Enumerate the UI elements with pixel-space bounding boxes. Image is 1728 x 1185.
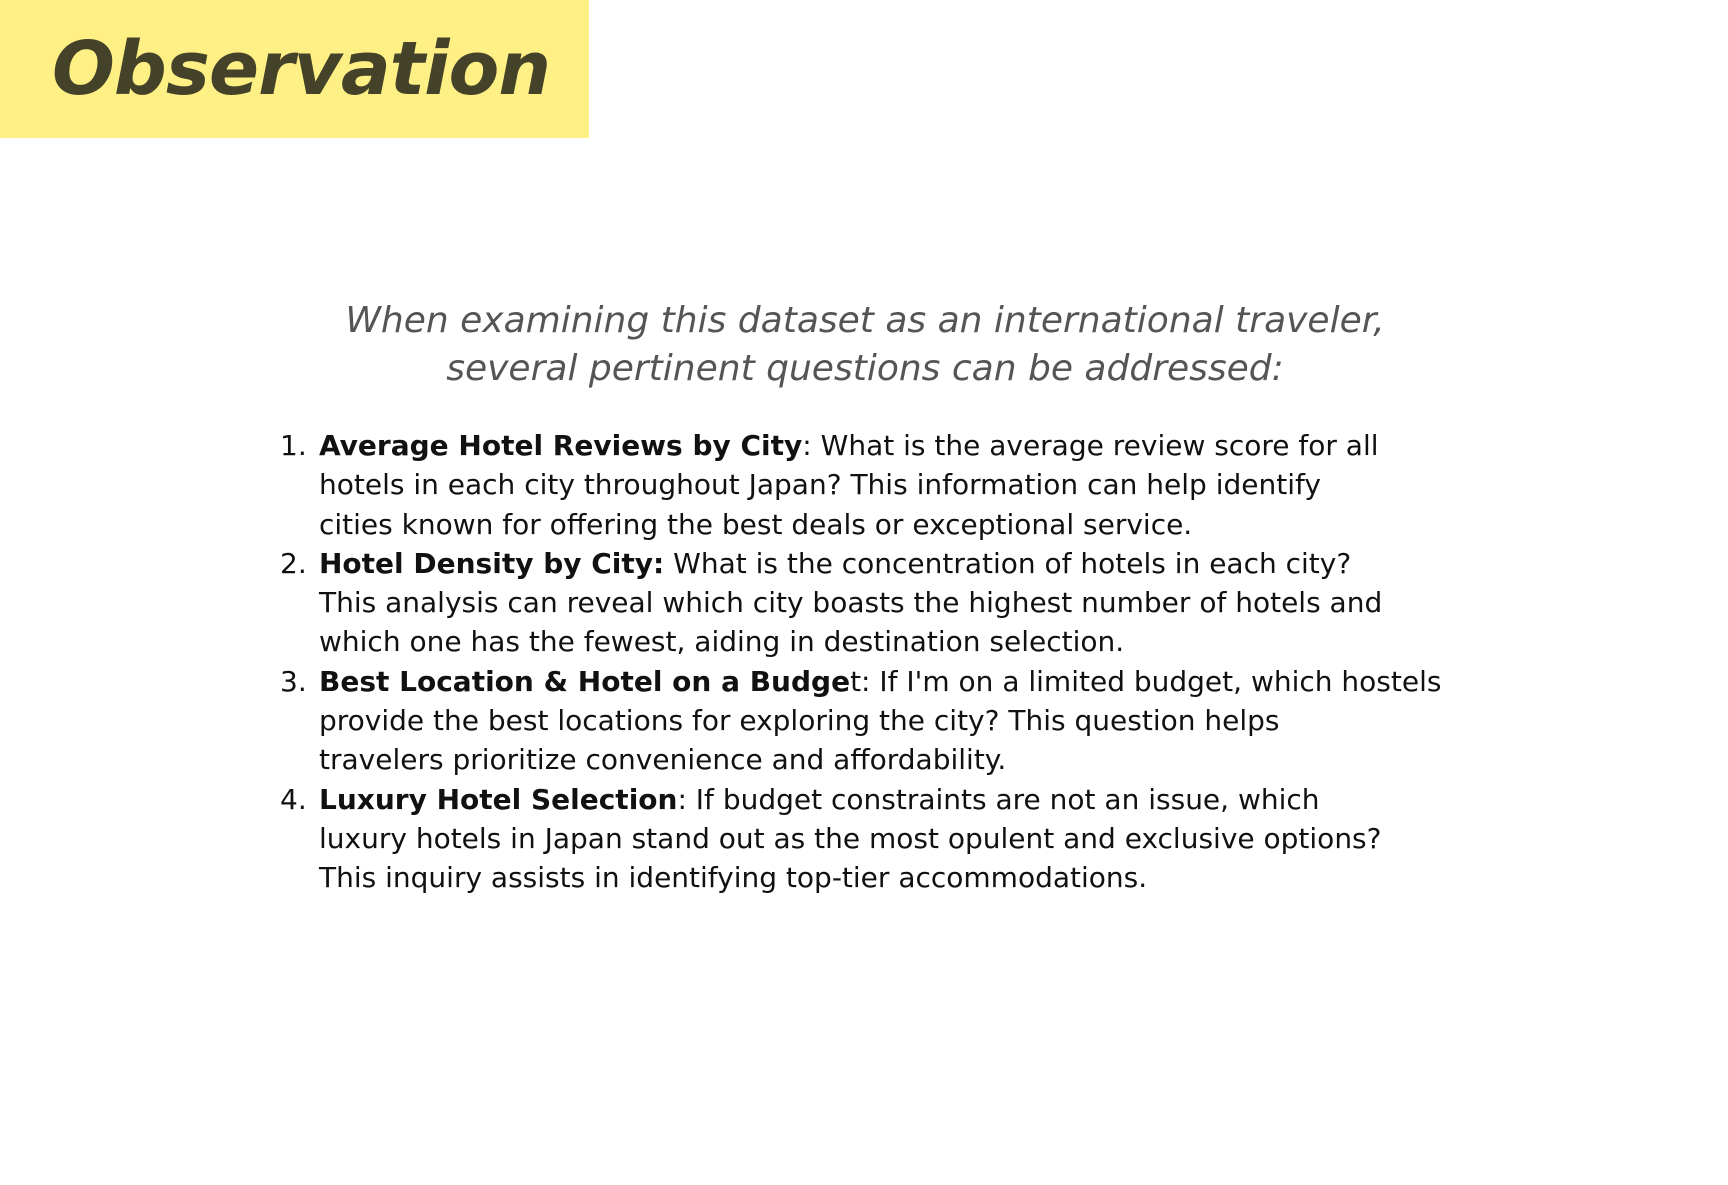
question-heading: Average Hotel Reviews by City: [319, 429, 803, 462]
page-title: Observation: [52, 26, 551, 112]
questions-list: 1. Average Hotel Reviews by City: What i…: [276, 426, 1496, 898]
question-heading: Hotel Density by City:: [319, 546, 665, 580]
question-text: : What is the average review score for a…: [802, 429, 1379, 462]
title-banner: Observation: [0, 0, 589, 138]
question-text-line: hotels in each city throughout Japan? Th…: [319, 468, 1321, 502]
question-text: What is the concentration of hotels in e…: [664, 546, 1352, 580]
question-item: 3. Best Location & Hotel on a Budget: If…: [276, 662, 1496, 780]
question-number: 4.: [280, 782, 307, 816]
question-first-line: Hotel Density by City: What is the conce…: [319, 544, 1496, 583]
intro-line-2: several pertinent questions can be addre…: [446, 348, 1284, 389]
question-item: 2. Hotel Density by City: What is the co…: [276, 544, 1496, 662]
question-text-line: This analysis can reveal which city boas…: [319, 586, 1383, 620]
intro-line-1: When examining this dataset as an intern…: [345, 300, 1385, 341]
question-item: 1. Average Hotel Reviews by City: What i…: [276, 426, 1496, 544]
question-first-line: Average Hotel Reviews by City: What is t…: [319, 426, 1496, 465]
question-text: t: If I'm on a limited budget, which hos…: [850, 664, 1442, 698]
question-text-line: travelers prioritize convenience and aff…: [319, 743, 1007, 777]
question-heading: Best Location & Hotel on a Budge: [319, 664, 851, 698]
question-text-line: cities known for offering the best deals…: [319, 507, 1193, 541]
question-first-line: Best Location & Hotel on a Budget: If I'…: [319, 662, 1496, 701]
question-text: : If budget constraints are not an issue…: [677, 782, 1320, 816]
question-text-line: provide the best locations for exploring…: [319, 704, 1280, 738]
question-number: 3.: [280, 664, 307, 698]
question-first-line: Luxury Hotel Selection: If budget constr…: [319, 780, 1496, 819]
question-text-line: This inquiry assists in identifying top-…: [319, 861, 1148, 895]
question-heading: Luxury Hotel Selection: [319, 782, 678, 816]
intro-text: When examining this dataset as an intern…: [200, 297, 1530, 393]
question-text-line: luxury hotels in Japan stand out as the …: [319, 821, 1382, 855]
question-text-line: which one has the fewest, aiding in dest…: [319, 625, 1125, 659]
question-item: 4. Luxury Hotel Selection: If budget con…: [276, 780, 1496, 898]
question-number: 2.: [280, 546, 307, 580]
question-number: 1.: [280, 429, 307, 462]
